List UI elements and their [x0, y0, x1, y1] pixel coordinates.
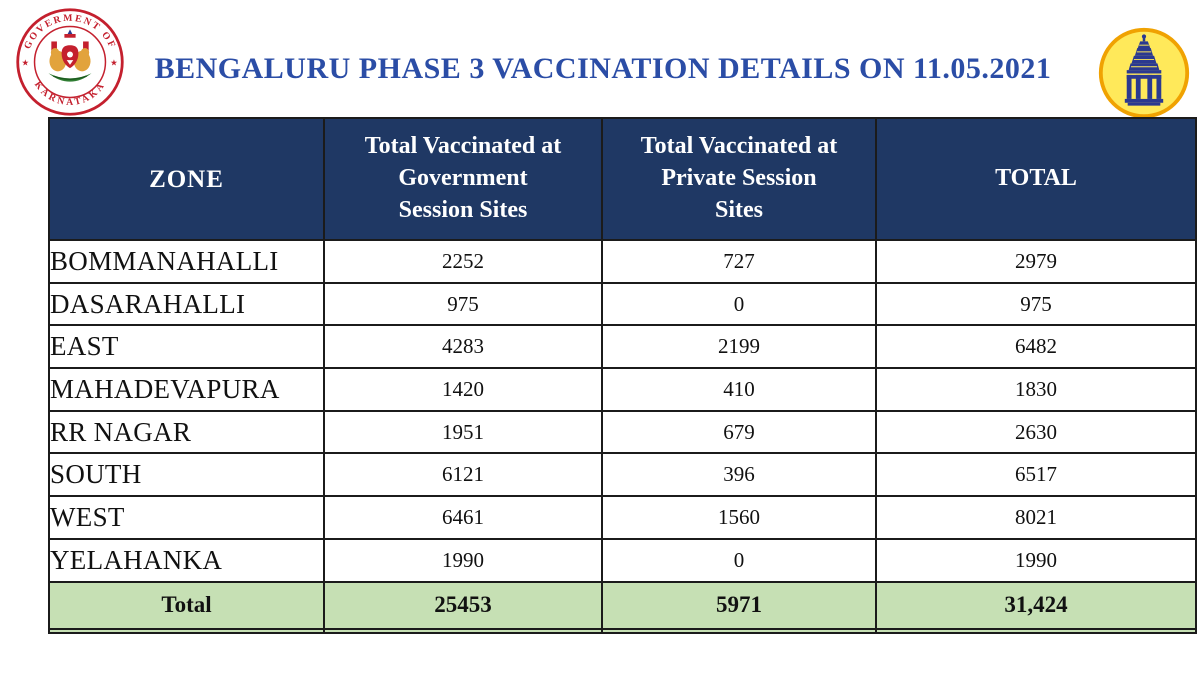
column-header-zone: ZONE	[48, 117, 325, 241]
zone-cell: MAHADEVAPURA	[48, 367, 325, 412]
zone-cell: WEST	[48, 495, 325, 540]
total-count-cell: 2630	[875, 409, 1197, 455]
table-header: ZONE Total Vaccinated at Government Sess…	[48, 117, 1197, 241]
total-count-cell: 8021	[875, 495, 1197, 540]
private-count-cell: 1560	[601, 495, 877, 540]
column-header-government: Total Vaccinated at Government Session S…	[323, 117, 603, 241]
seal-star-left-icon: ★	[21, 59, 29, 68]
private-count-cell: 2199	[601, 324, 877, 370]
zone-cell: EAST	[48, 324, 325, 370]
table-row: YELAHANKA 1990 0 1990	[48, 537, 1197, 583]
government-count-cell: 1990	[323, 537, 603, 583]
column-header-private: Total Vaccinated at Private Session Site…	[601, 117, 877, 241]
government-count-cell: 6461	[323, 495, 603, 540]
seal-inner-ring	[33, 25, 107, 99]
karnataka-government-seal: GOVERMENT OF KARNATAKA ★ ★	[16, 8, 124, 116]
table-row: MAHADEVAPURA 1420 410 1830	[48, 367, 1197, 412]
table-row: RR NAGAR 1951 679 2630	[48, 409, 1197, 455]
private-count-cell: 0	[601, 281, 877, 327]
total-count-cell: 1830	[875, 367, 1197, 412]
total-row: Total 25453 5971 31,424	[48, 580, 1197, 630]
total-grand-cell: 31,424	[875, 580, 1197, 630]
zone-cell: RR NAGAR	[48, 409, 325, 455]
table-row: SOUTH 6121 396 6517	[48, 452, 1197, 498]
government-count-cell: 2252	[323, 239, 603, 284]
gopuram-icon	[1124, 34, 1164, 106]
page-title: BENGALURU PHASE 3 VACCINATION DETAILS ON…	[154, 52, 1052, 85]
zone-cell: BOMMANAHALLI	[48, 239, 325, 284]
government-count-cell: 4283	[323, 324, 603, 370]
total-government-cell: 25453	[323, 580, 603, 630]
total-count-cell: 2979	[875, 239, 1197, 284]
total-count-cell: 6517	[875, 452, 1197, 498]
government-count-cell: 1420	[323, 367, 603, 412]
gandaberunda-emblem-icon	[48, 29, 92, 82]
seal-star-right-icon: ★	[110, 59, 118, 68]
total-count-cell: 1990	[875, 537, 1197, 583]
bbmp-temple-logo	[1098, 27, 1190, 119]
vaccination-table: ZONE Total Vaccinated at Government Sess…	[48, 117, 1197, 634]
total-private-cell: 5971	[601, 580, 877, 630]
total-count-cell: 6482	[875, 324, 1197, 370]
zone-cell: DASARAHALLI	[48, 281, 325, 327]
private-count-cell: 727	[601, 239, 877, 284]
total-row-label: Total	[48, 580, 325, 630]
government-count-cell: 6121	[323, 452, 603, 498]
zone-cell: YELAHANKA	[48, 537, 325, 583]
clipped-row-strip	[48, 627, 1197, 634]
table-row: EAST 4283 2199 6482	[48, 324, 1197, 370]
zone-cell: SOUTH	[48, 452, 325, 498]
private-count-cell: 410	[601, 367, 877, 412]
table-row: WEST 6461 1560 8021	[48, 495, 1197, 540]
government-count-cell: 1951	[323, 409, 603, 455]
total-count-cell: 975	[875, 281, 1197, 327]
column-header-total: TOTAL	[875, 117, 1197, 241]
table-row: DASARAHALLI 975 0 975	[48, 281, 1197, 327]
private-count-cell: 0	[601, 537, 877, 583]
private-count-cell: 679	[601, 409, 877, 455]
private-count-cell: 396	[601, 452, 877, 498]
government-count-cell: 975	[323, 281, 603, 327]
table-row: BOMMANAHALLI 2252 727 2979	[48, 239, 1197, 284]
